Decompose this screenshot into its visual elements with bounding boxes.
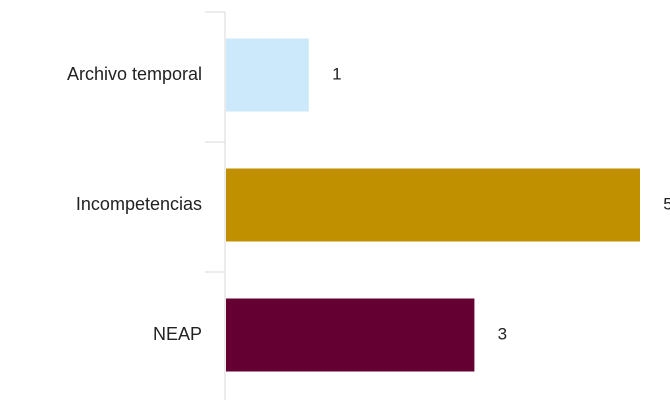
value-label: 3	[498, 324, 507, 343]
bars-layer	[226, 38, 640, 372]
labels-layer: Archivo temporal 1 Incompetencias 5 NEAP 3	[67, 64, 670, 344]
axis-layer	[205, 11, 226, 400]
value-label: 5	[663, 194, 670, 213]
bar-neap	[226, 298, 475, 372]
bar-incompetencias	[226, 168, 640, 242]
value-label: 1	[332, 64, 341, 83]
bar-archivo-temporal	[226, 38, 309, 112]
category-label: Incompetencias	[76, 194, 202, 214]
category-label: Archivo temporal	[67, 64, 202, 84]
category-label: NEAP	[153, 324, 202, 344]
